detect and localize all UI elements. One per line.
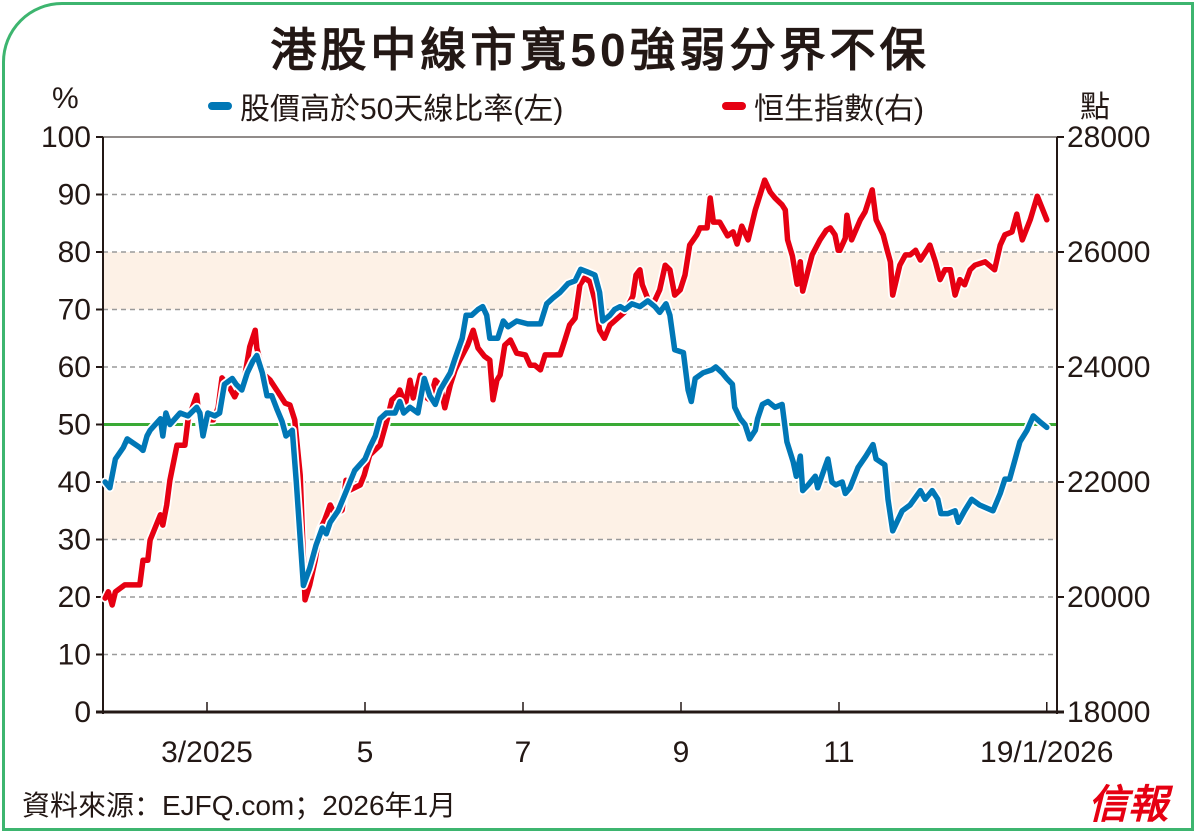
- x-axis-tick-label: 19/1/2026: [980, 736, 1113, 769]
- right-axis-tick-label: 26000: [1067, 236, 1150, 269]
- series-line-breadth: [102, 266, 1050, 589]
- shaded-band: [103, 482, 1057, 540]
- legend-swatch-blue: [208, 102, 232, 110]
- chart-title: 港股中線市寬50強弱分界不保: [270, 24, 930, 76]
- series-outline: [100, 175, 1052, 610]
- left-axis-tick-label: 20: [58, 581, 91, 614]
- right-axis-tick-label: 24000: [1067, 351, 1150, 384]
- legend-item-hsi: 恒生指數(右): [722, 84, 924, 128]
- left-axis-tick-label: 60: [58, 351, 91, 384]
- left-axis-tick-label: 30: [58, 524, 91, 557]
- series-line-hsi: [102, 177, 1050, 608]
- x-axis-tick-label: 11: [823, 736, 854, 769]
- left-axis-tick-label: 100: [41, 121, 91, 154]
- right-axis-unit: 點: [1080, 91, 1110, 124]
- left-axis-tick-label: 0: [74, 696, 91, 729]
- legend-label-hsi: 恒生指數(右): [754, 93, 924, 126]
- x-axis-tick-label: 9: [673, 736, 690, 769]
- left-axis-tick-label: 50: [58, 409, 91, 442]
- left-axis-tick-label: 40: [58, 466, 91, 499]
- left-axis-unit: %: [52, 82, 79, 115]
- legend-label-breadth: 股價高於50天線比率(左): [240, 93, 564, 126]
- left-axis-tick-label: 10: [58, 639, 91, 672]
- left-axis-tick-label: 70: [58, 294, 91, 327]
- x-axis-tick-label: 3/2025: [161, 736, 253, 769]
- legend-item-breadth: 股價高於50天線比率(左): [208, 84, 563, 128]
- right-axis-tick-label: 18000: [1067, 696, 1150, 729]
- legend-swatch-red: [722, 102, 746, 110]
- hkej-logo: 信報: [1088, 781, 1168, 828]
- source-note: 資料來源：EJFQ.com；2026年1月: [22, 790, 457, 821]
- x-axis-tick-label: 7: [515, 736, 532, 769]
- right-axis-tick-label: 28000: [1067, 121, 1150, 154]
- left-axis-tick-label: 80: [58, 236, 91, 269]
- right-axis-tick-label: 20000: [1067, 581, 1150, 614]
- left-axis-tick-label: 90: [58, 179, 91, 212]
- right-axis-tick-label: 22000: [1067, 466, 1150, 499]
- x-axis-tick-label: 5: [357, 736, 374, 769]
